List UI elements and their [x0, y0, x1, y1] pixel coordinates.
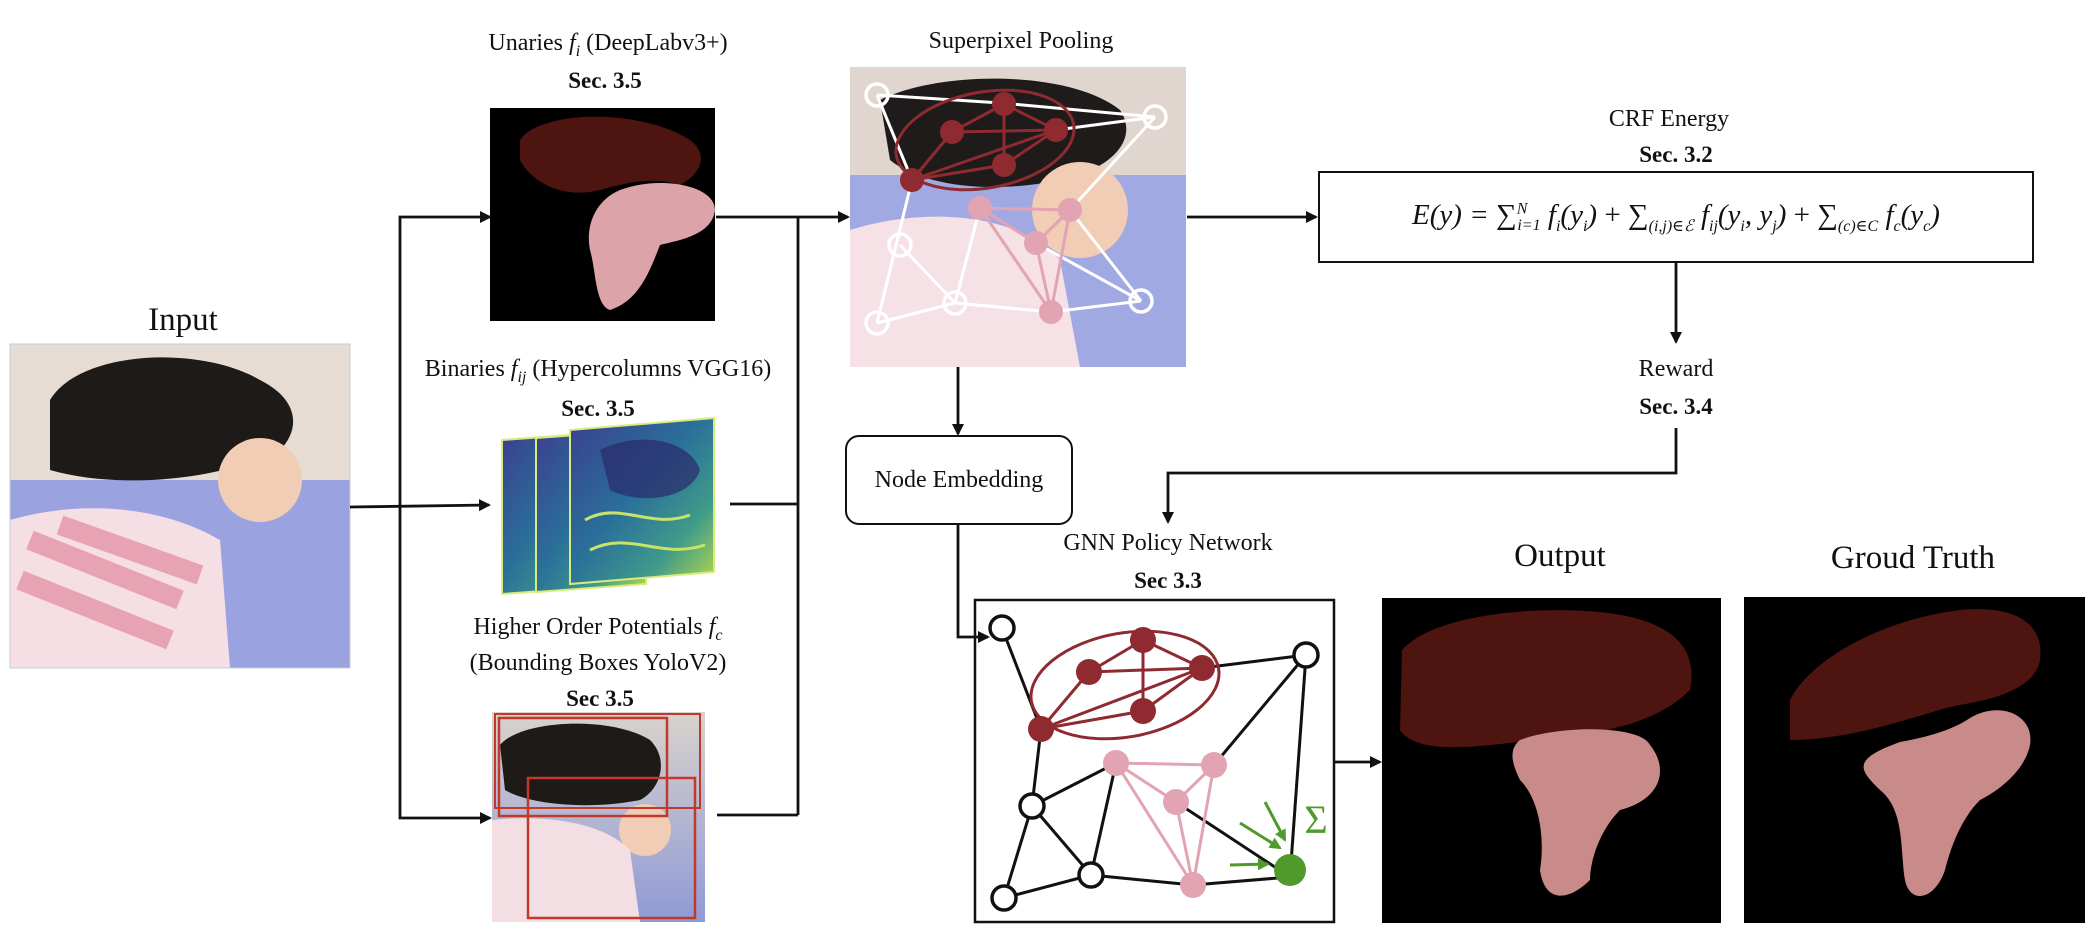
gnn-title: GNN Policy Network	[1063, 530, 1273, 556]
output-title: Output	[1514, 538, 1606, 574]
binaries-section: Sec. 3.5	[561, 396, 635, 421]
node-embedding-box: Node Embedding	[845, 435, 1073, 525]
input-image	[9, 343, 351, 669]
superpixel-title: Superpixel Pooling	[928, 28, 1114, 54]
binaries-subscript: ij	[517, 368, 527, 386]
gnn-nodes	[988, 614, 1320, 912]
node-embedding-label: Node Embedding	[874, 466, 1044, 493]
higher-order-subscript: c	[715, 626, 723, 644]
unaries-section: Sec. 3.5	[568, 68, 642, 93]
output-mask-image	[1382, 598, 1721, 923]
unaries-symbol: f	[569, 30, 576, 56]
higher-order-section: Sec 3.5	[566, 686, 634, 711]
superpixel-graph-image	[850, 67, 1186, 367]
higher-order-label: Higher Order Potentials fc	[473, 614, 722, 645]
input-title: Input	[148, 302, 218, 338]
superpixel-nodes	[864, 82, 1168, 336]
crf-energy-formula: E(y) = ∑Ni=1 fi(yi) + ∑(i,j)∈ℰ fij(yi, y…	[1412, 198, 1940, 235]
crf-title: CRF Energy	[1608, 106, 1730, 132]
sum-symbol: Σ	[1304, 797, 1328, 842]
unaries-label: Unaries fi (DeepLabv3+)	[488, 30, 727, 61]
unaries-mask-image	[490, 108, 715, 321]
gnn-graph	[973, 598, 1336, 924]
gnn-sum-node	[1274, 854, 1306, 886]
binaries-label: Binaries fij (Hypercolumns VGG16)	[425, 356, 771, 387]
binaries-symbol: f	[510, 356, 518, 382]
higher-order-label-line2: (Bounding Boxes YoloV2)	[469, 650, 727, 676]
unaries-subscript: i	[575, 42, 581, 60]
reward-section: Sec. 3.4	[1639, 394, 1713, 419]
reward-title: Reward	[1638, 356, 1714, 382]
connector-lines	[349, 211, 1682, 824]
unaries-label-model: (DeepLabv3+)	[580, 30, 728, 56]
higher-order-symbol: f	[708, 614, 716, 640]
higher-order-bbox-image	[492, 712, 705, 922]
ground-truth-mask-image	[1744, 597, 2085, 923]
crf-energy-box: E(y) = ∑Ni=1 fi(yi) + ∑(i,j)∈ℰ fij(yi, y…	[1318, 171, 2034, 263]
binaries-hypercolumn-stack	[501, 416, 715, 596]
higher-order-label-text: Higher Order Potentials	[473, 614, 709, 640]
binaries-label-model: (Hypercolumns VGG16)	[526, 356, 772, 382]
unaries-label-text: Unaries	[488, 30, 570, 56]
gnn-section: Sec 3.3	[1134, 568, 1202, 593]
crf-section: Sec. 3.2	[1639, 142, 1713, 167]
ground-truth-title: Groud Truth	[1830, 540, 1996, 576]
gnn-aggregation-arrows	[1229, 801, 1287, 871]
binaries-label-text: Binaries	[424, 356, 511, 382]
superpixel-white-edges	[875, 93, 1157, 325]
